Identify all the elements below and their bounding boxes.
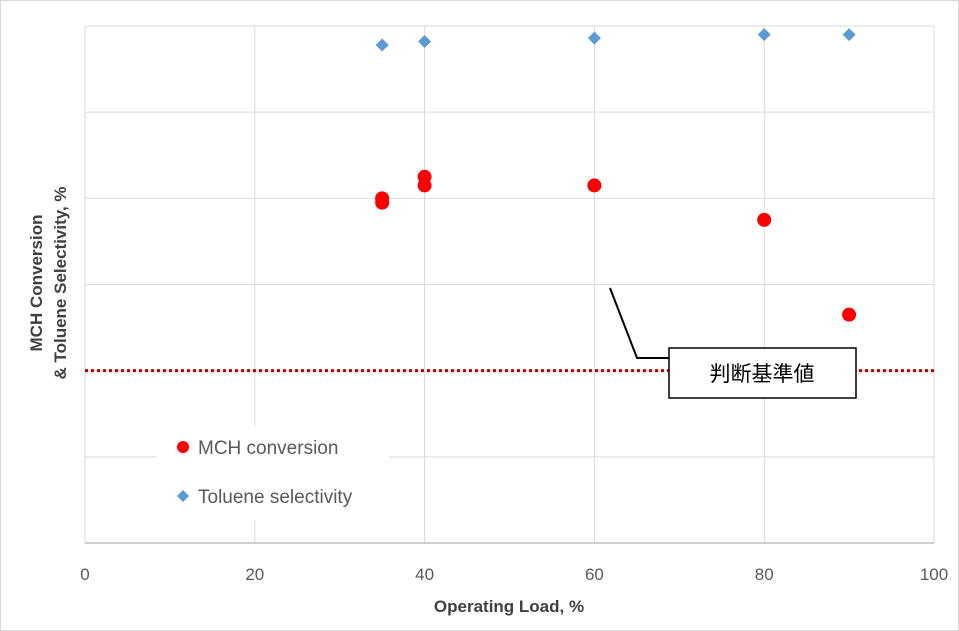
legend: MCH conversion Toluene selectivity bbox=[157, 425, 389, 520]
point-mch-conversion bbox=[375, 191, 390, 206]
x-tick-label: 40 bbox=[415, 565, 434, 584]
x-tick-labels: 0 20 40 60 80 100 bbox=[80, 565, 948, 584]
point-mch-conversion bbox=[417, 169, 432, 184]
point-toluene-selectivity bbox=[375, 38, 389, 52]
x-tick-label: 100 bbox=[920, 565, 948, 584]
x-tick-label: 80 bbox=[755, 565, 774, 584]
point-mch-conversion bbox=[842, 307, 857, 322]
x-gridlines bbox=[84, 26, 935, 543]
legend-label-mch-conversion: MCH conversion bbox=[198, 438, 338, 459]
callout-text: 判断基準値 bbox=[710, 362, 815, 386]
legend-background bbox=[157, 425, 389, 520]
legend-marker-toluene-selectivity bbox=[177, 490, 189, 502]
x-tick-label: 20 bbox=[245, 565, 264, 584]
data-markers bbox=[375, 28, 857, 322]
y-axis-title: MCH Conversion & Toluene Selectivity, % bbox=[27, 186, 70, 379]
y-axis-title-line-1: MCH Conversion bbox=[27, 215, 46, 352]
point-toluene-selectivity bbox=[757, 28, 771, 42]
point-mch-conversion bbox=[587, 178, 602, 193]
point-toluene-selectivity bbox=[842, 28, 856, 42]
y-axis-title-line-2: & Toluene Selectivity, % bbox=[51, 186, 70, 379]
point-mch-conversion bbox=[757, 212, 772, 227]
x-tick-label: 60 bbox=[585, 565, 604, 584]
x-tick-label: 0 bbox=[80, 565, 89, 584]
annotation-callout: 判断基準値 bbox=[609, 287, 857, 399]
legend-label-toluene-selectivity: Toluene selectivity bbox=[198, 487, 353, 508]
legend-marker-mch-conversion bbox=[177, 441, 189, 453]
callout-box bbox=[668, 347, 857, 399]
y-gridlines bbox=[85, 25, 934, 458]
x-axis-title: Operating Load, % bbox=[434, 597, 584, 616]
callout-leader-line bbox=[609, 287, 669, 359]
point-toluene-selectivity bbox=[587, 31, 601, 45]
point-toluene-selectivity bbox=[418, 35, 432, 49]
